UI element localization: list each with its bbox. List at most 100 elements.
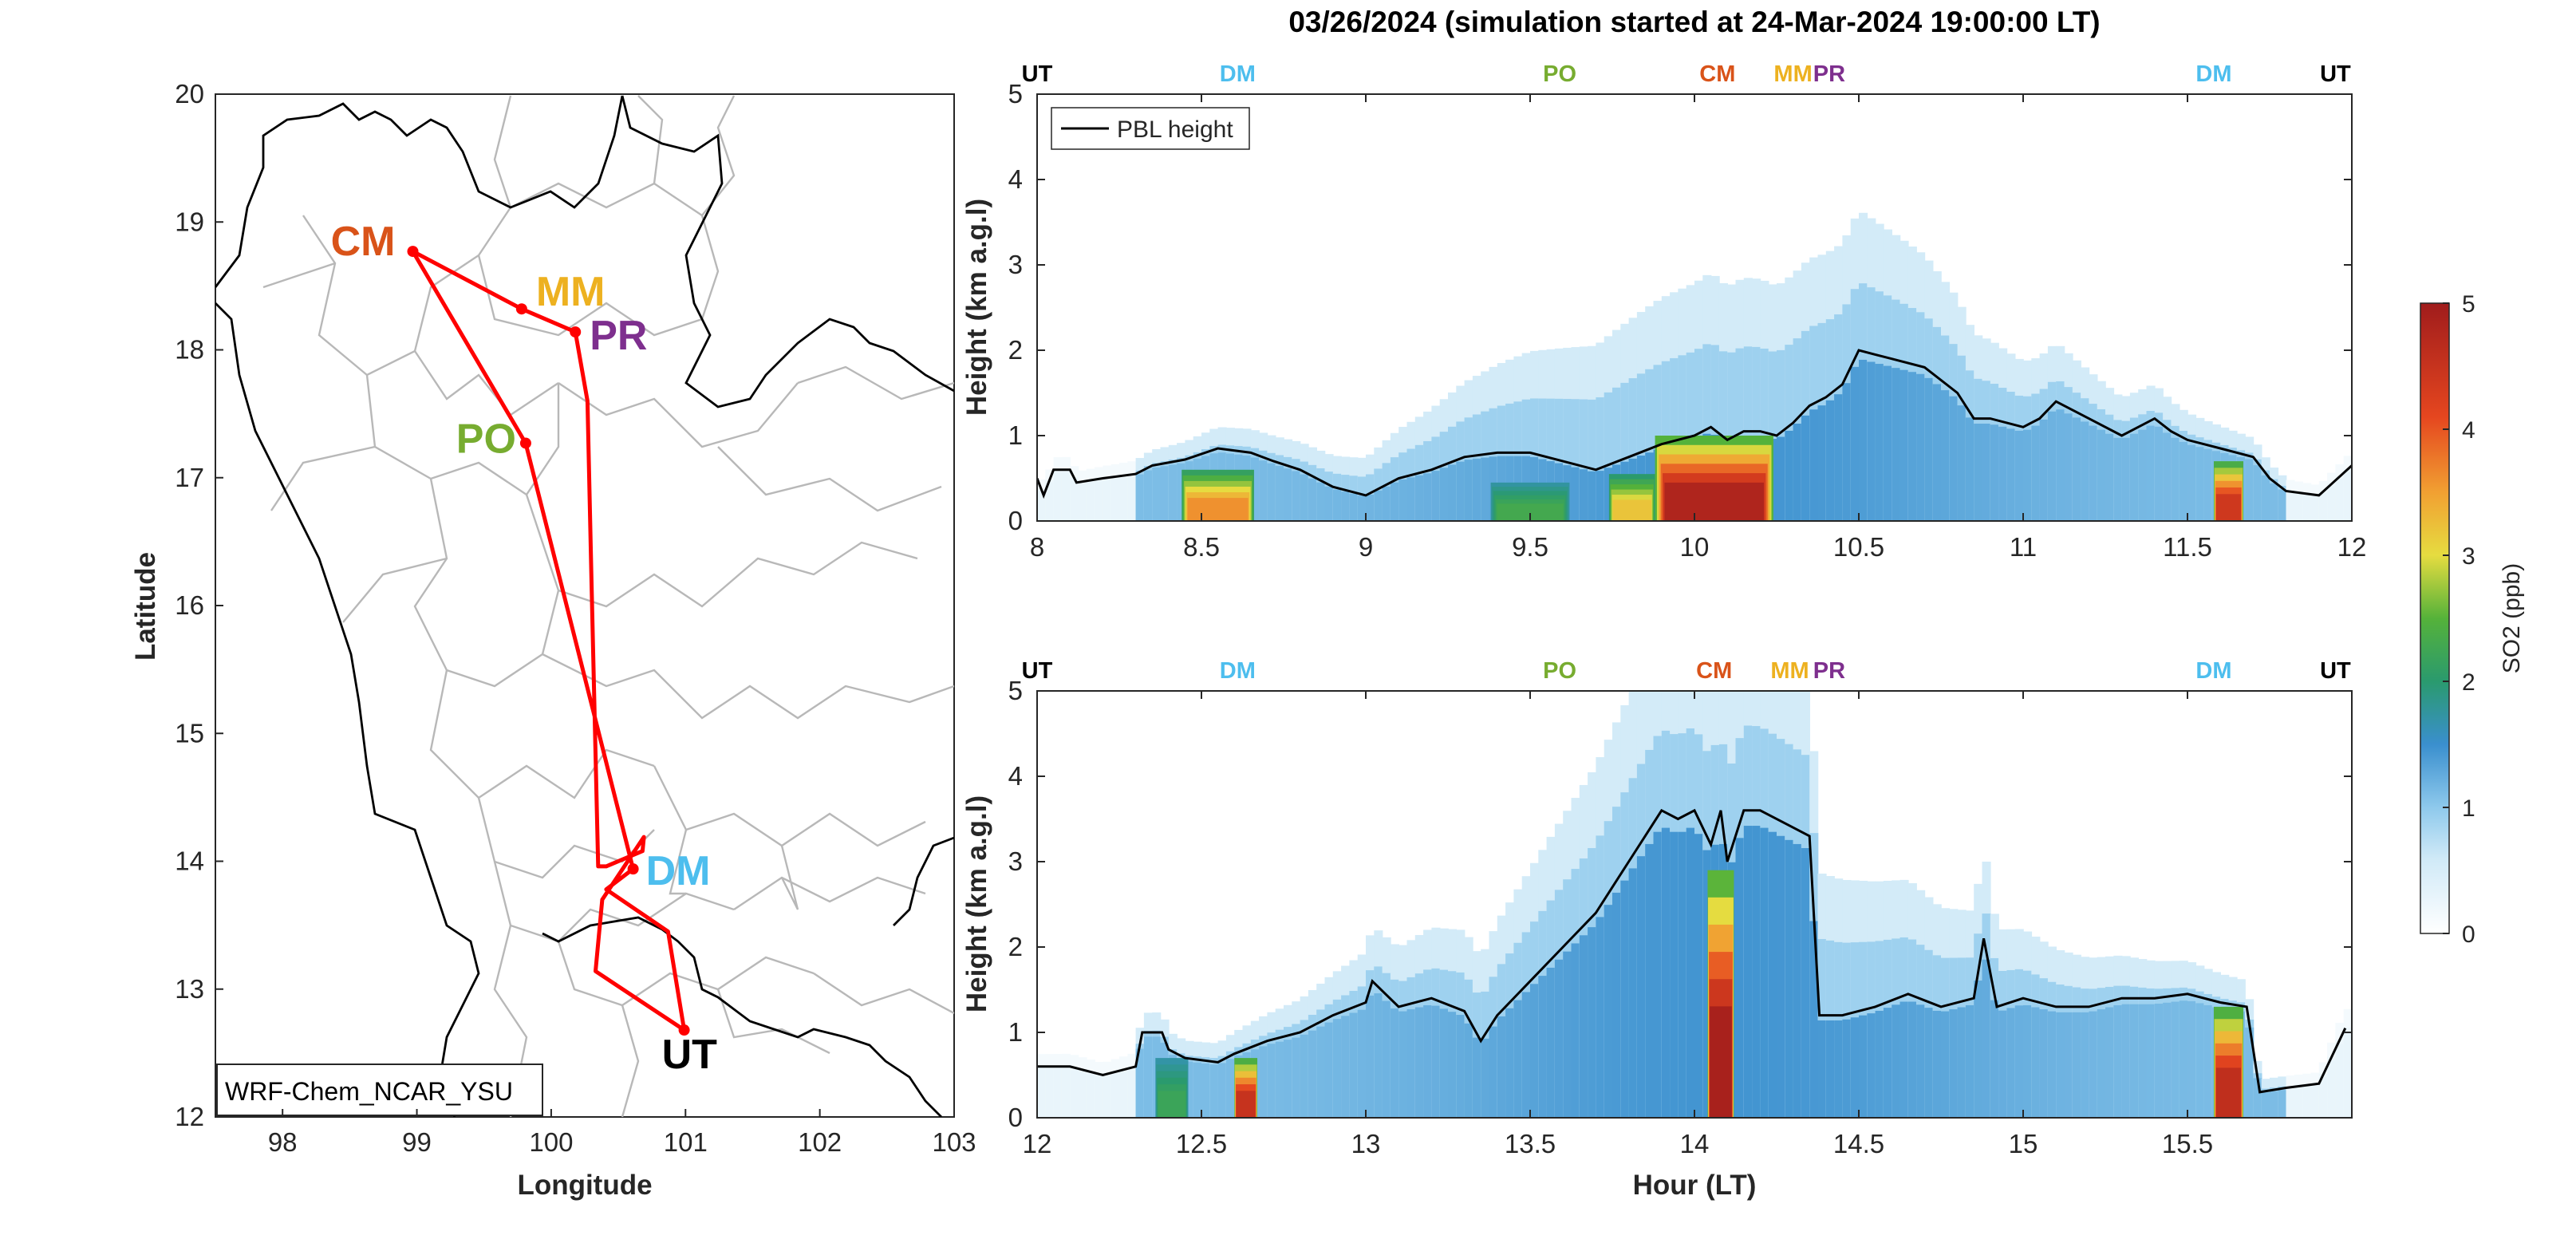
bottom-x-axis-label: Hour (LT) <box>1633 1170 1757 1201</box>
map-label-dm: DM <box>646 848 711 894</box>
so2-plume-cell <box>2215 1067 2242 1118</box>
so2-cell <box>1850 366 1860 521</box>
so2-cell <box>2253 465 2262 521</box>
so2-cell <box>2089 425 2098 521</box>
so2-cell <box>2302 1087 2312 1118</box>
so2-cell <box>1998 1010 2008 1118</box>
so2-cell <box>1924 377 1934 521</box>
map-xtick-label: 101 <box>664 1127 708 1157</box>
so2-cell <box>1612 892 1622 1118</box>
so2-cell <box>2039 419 2049 521</box>
so2-cell <box>1308 1030 1317 1118</box>
so2-cell <box>1103 479 1112 521</box>
so2-cell <box>2014 1005 2024 1118</box>
so2-cell <box>2195 1003 2205 1118</box>
x-tick-label: 14.5 <box>1833 1129 1884 1158</box>
top-y-ticks: 0 1 2 3 4 5 <box>1008 79 2352 535</box>
so2-cell <box>1965 417 1974 521</box>
so2-cell <box>2163 432 2172 521</box>
so2-plume-cell <box>1158 1091 1186 1118</box>
top-x-ticks: 8 8.5 9 9.5 10 10.5 11 11.5 12 <box>1030 94 2367 562</box>
so2-cell <box>2245 459 2254 521</box>
so2-cell <box>1859 359 1868 521</box>
station-mark-pr: PR <box>1813 61 1845 87</box>
so2-cell <box>1546 398 1556 521</box>
so2-cell <box>1078 483 1087 521</box>
y-tick-label: 2 <box>1008 335 1023 365</box>
so2-cell <box>1842 1019 1852 1118</box>
so2-cell <box>1300 474 1309 521</box>
so2-cell <box>1907 1001 1917 1118</box>
so2-cell <box>1374 490 1383 521</box>
so2-cell <box>1760 827 1769 1118</box>
x-tick-label: 12 <box>2337 532 2367 562</box>
so2-cell <box>2163 1002 2172 1118</box>
so2-cell <box>2138 1004 2148 1118</box>
so2-cell <box>2302 495 2312 521</box>
so2-cell <box>1620 880 1630 1118</box>
map-ytick-label: 13 <box>175 974 204 1004</box>
so2-cell <box>1793 424 1802 521</box>
so2-cell <box>1907 372 1917 521</box>
so2-cell <box>2006 1008 2016 1118</box>
map-ytick-label: 20 <box>175 79 204 109</box>
so2-cell <box>2014 430 2024 521</box>
model-label-box <box>216 1064 543 1116</box>
so2-cell <box>1588 471 1597 521</box>
station-mark-pr: PR <box>1813 658 1845 684</box>
so2-cell <box>2335 479 2345 521</box>
so2-cell <box>1078 1071 1087 1118</box>
map-ytick-label: 12 <box>175 1102 204 1131</box>
so2-cell <box>1949 1009 1959 1118</box>
so2-cell <box>2129 1004 2139 1118</box>
so2-cell <box>1563 951 1572 1118</box>
so2-cell <box>1324 1022 1334 1118</box>
so2-cell <box>2031 425 2041 521</box>
so2-cell <box>1628 868 1638 1118</box>
so2-cell <box>1414 1007 1424 1118</box>
so2-cell <box>2056 1012 2065 1118</box>
bottom-so2-background <box>1037 691 2352 1118</box>
so2-cell <box>1300 1034 1309 1118</box>
so2-plume-cell <box>2215 494 2242 521</box>
map-x-axis-label: Longitude <box>517 1170 652 1201</box>
so2-cell <box>2294 494 2303 521</box>
map-y-axis-label: Latitude <box>130 552 161 661</box>
so2-cell <box>1193 1062 1202 1118</box>
so2-cell <box>1777 349 1786 521</box>
so2-cell <box>2245 1027 2254 1118</box>
so2-cell <box>1308 478 1317 521</box>
so2-cell <box>1037 1069 1047 1118</box>
x-tick-label: 11 <box>2010 532 2037 562</box>
so2-cell <box>2171 437 2180 521</box>
y-tick-label: 0 <box>1008 506 1023 535</box>
so2-cell <box>2179 1000 2188 1118</box>
so2-cell <box>1842 383 1852 521</box>
so2-cell <box>1678 831 1687 1118</box>
so2-cell <box>1686 827 1695 1118</box>
so2-cell <box>1670 831 1679 1118</box>
so2-cell <box>2146 425 2156 521</box>
so2-cell <box>1160 466 1170 521</box>
so2-cell <box>1743 346 1753 521</box>
so2-cell <box>2294 1087 2303 1118</box>
so2-cell <box>1357 1009 1367 1118</box>
x-tick-label: 13 <box>1351 1129 1381 1158</box>
so2-cell <box>2081 1012 2090 1118</box>
bottom-so2-plumes <box>1155 870 2244 1118</box>
x-tick-label: 9 <box>1359 532 1373 562</box>
colorbar-tick-label: 3 <box>2462 543 2475 570</box>
x-tick-label: 8 <box>1030 532 1044 562</box>
so2-cell <box>1957 405 1967 521</box>
colorbar-tick-label: 0 <box>2462 921 2475 948</box>
so2-cell <box>1414 475 1424 521</box>
figure-title: 03/26/2024 (simulation started at 24-Mar… <box>1288 6 2100 38</box>
colorbar-tick-label: 1 <box>2462 795 2475 822</box>
so2-cell <box>2154 426 2164 521</box>
x-tick-label: 8.5 <box>1183 532 1220 562</box>
so2-cell <box>1596 397 1605 521</box>
colorbar-label: SO2 (ppb) <box>2499 563 2525 673</box>
x-tick-label: 15 <box>2009 1129 2038 1158</box>
